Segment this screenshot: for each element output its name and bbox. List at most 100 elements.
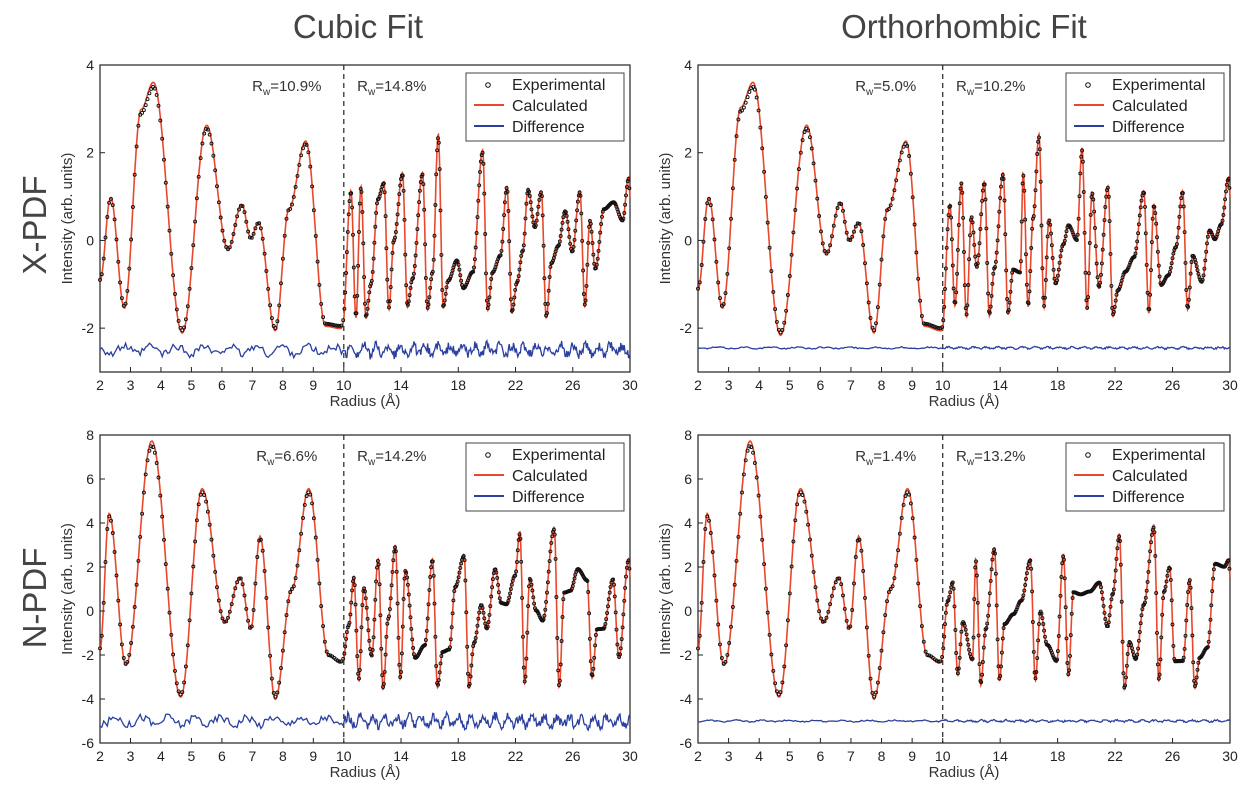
experimental-point [734, 558, 739, 563]
experimental-point [627, 186, 632, 191]
experimental-point [174, 307, 179, 312]
experimental-point [942, 634, 947, 639]
experimental-point [1147, 307, 1152, 312]
experimental-point [752, 87, 757, 92]
x-axis-label: Radius (Å) [330, 764, 401, 781]
experimental-point [1130, 649, 1135, 654]
experimental-point [793, 518, 798, 523]
experimental-point [554, 595, 559, 599]
experimental-point [379, 646, 384, 651]
experimental-point [548, 264, 553, 269]
experimental-point [1124, 675, 1128, 680]
experimental-point [998, 196, 1003, 200]
experimental-point [703, 217, 708, 221]
experimental-point [426, 602, 431, 607]
experimental-point [1120, 639, 1125, 644]
experimental-point [1074, 238, 1079, 242]
experimental-point [121, 656, 126, 660]
x-tick-label: 18 [1050, 377, 1066, 393]
experimental-point [260, 236, 265, 241]
experimental-point [864, 281, 869, 286]
experimental-point [242, 593, 247, 598]
experimental-point [435, 148, 440, 153]
experimental-point [1148, 292, 1153, 297]
experimental-point [330, 322, 335, 327]
experimental-point [796, 167, 801, 172]
experimental-point [1177, 214, 1182, 219]
experimental-point [514, 569, 519, 574]
experimental-point [1056, 634, 1061, 638]
experimental-point [718, 642, 722, 647]
experimental-point [178, 692, 183, 697]
experimental-point [923, 649, 928, 654]
experimental-point [1181, 204, 1186, 209]
experimental-point [211, 153, 216, 158]
experimental-point [1111, 310, 1116, 314]
experimental-point [741, 472, 746, 477]
experimental-point [1135, 652, 1140, 657]
experimental-point [295, 173, 300, 178]
experimental-point [760, 146, 765, 151]
experimental-point [375, 565, 379, 570]
experimental-point [1185, 603, 1190, 607]
experimental-point [405, 582, 410, 587]
experimental-point [301, 146, 305, 151]
experimental-point [993, 259, 998, 264]
experimental-point [625, 179, 630, 184]
experimental-point [163, 180, 168, 185]
experimental-point [587, 611, 592, 616]
experimental-point [574, 569, 579, 574]
experimental-point [412, 264, 417, 268]
experimental-point [575, 208, 580, 213]
experimental-point [335, 323, 340, 328]
y-tick-label: -4 [680, 691, 693, 707]
experimental-point [244, 219, 249, 224]
experimental-point [132, 172, 137, 177]
experimental-point [343, 290, 348, 295]
experimental-point [983, 197, 988, 202]
series-experimental [98, 444, 632, 699]
x-tick-label: 7 [847, 377, 855, 393]
experimental-point [407, 603, 412, 608]
experimental-point [439, 654, 444, 658]
experimental-point [723, 291, 728, 296]
experimental-point [389, 583, 394, 588]
experimental-point [1143, 231, 1148, 236]
experimental-point [541, 617, 546, 622]
experimental-point [1090, 191, 1095, 196]
experimental-point [1055, 649, 1060, 654]
experimental-point [370, 269, 375, 274]
experimental-point [866, 653, 871, 658]
y-tick-label: 2 [86, 559, 94, 575]
experimental-point [231, 232, 236, 236]
experimental-point [819, 229, 823, 234]
experimental-point [1192, 678, 1197, 683]
experimental-point [1201, 273, 1206, 278]
experimental-point [486, 620, 491, 624]
experimental-point [425, 305, 430, 310]
y-tick-label: 8 [86, 427, 94, 443]
experimental-point [524, 201, 529, 206]
experimental-point [326, 653, 331, 657]
plot-frame [697, 434, 1231, 744]
experimental-point [594, 262, 599, 267]
experimental-point [716, 280, 721, 285]
experimental-point [837, 201, 842, 206]
experimental-point [923, 321, 928, 326]
experimental-point [853, 555, 858, 559]
x-tick-label: 5 [786, 748, 794, 764]
row-title-npdf: N-PDF [16, 548, 53, 649]
experimental-point [990, 557, 995, 562]
experimental-point [381, 681, 386, 686]
experimental-point [441, 303, 446, 308]
x-tick-label: 4 [157, 377, 165, 393]
legend-label-calculated: Calculated [1112, 468, 1188, 485]
experimental-point [422, 207, 427, 212]
y-tick-label: 2 [684, 559, 692, 575]
experimental-point [125, 288, 130, 293]
experimental-point [1029, 566, 1034, 571]
experimental-point [1227, 185, 1232, 190]
experimental-point [623, 585, 628, 590]
experimental-point [1081, 190, 1086, 194]
